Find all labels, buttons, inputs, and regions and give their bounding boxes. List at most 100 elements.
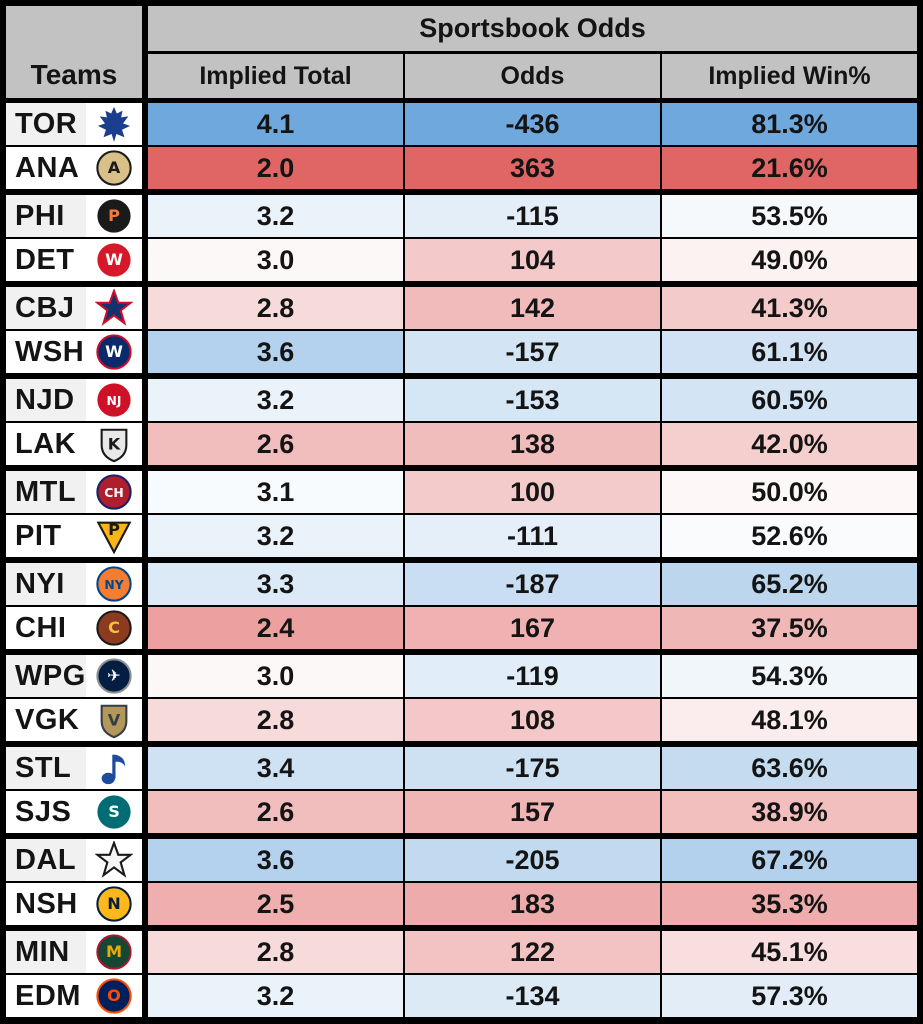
- implied-win-pct-cell: 49.0%: [660, 239, 917, 281]
- team-abbreviation: TOR: [6, 103, 86, 145]
- team-cell: MTL CH: [6, 471, 148, 513]
- team-cell: ANA A: [6, 147, 148, 189]
- svg-text:P: P: [108, 206, 120, 225]
- table-row: MTL CH 3.1 100 50.0%: [6, 471, 917, 515]
- table-row: NYI NY 3.3 -187 65.2%: [6, 563, 917, 607]
- svg-text:C: C: [108, 618, 120, 637]
- implied-total-cell: 3.0: [148, 239, 403, 281]
- team-abbreviation: CHI: [6, 607, 86, 649]
- implied-win-pct-cell: 53.5%: [660, 195, 917, 237]
- odds-cell: 108: [403, 699, 660, 741]
- table-row: WPG ✈ 3.0 -119 54.3%: [6, 655, 917, 699]
- implied-win-pct-cell: 37.5%: [660, 607, 917, 649]
- table-row: PIT P 3.2 -111 52.6%: [6, 515, 917, 557]
- svg-text:S: S: [108, 802, 120, 821]
- team-cell: EDM O: [6, 975, 148, 1017]
- team-cell: STL: [6, 747, 148, 789]
- table-row: DET W 3.0 104 49.0%: [6, 239, 917, 281]
- cbj-logo-icon: [86, 287, 142, 329]
- implied-total-cell: 3.4: [148, 747, 403, 789]
- team-cell: VGK V: [6, 699, 148, 741]
- implied-win-pct-cell: 60.5%: [660, 379, 917, 421]
- table-row: SJS S 2.6 157 38.9%: [6, 791, 917, 833]
- team-cell: SJS S: [6, 791, 148, 833]
- team-cell: CBJ: [6, 287, 148, 329]
- table-row: VGK V 2.8 108 48.1%: [6, 699, 917, 741]
- odds-cell: 363: [403, 147, 660, 189]
- team-abbreviation: PIT: [6, 515, 86, 557]
- odds-cell: 100: [403, 471, 660, 513]
- team-cell: TOR: [6, 103, 148, 145]
- table-row: ANA A 2.0 363 21.6%: [6, 147, 917, 189]
- wsh-logo-icon: W: [86, 331, 142, 373]
- svg-text:M: M: [106, 942, 122, 961]
- column-header-implied-win-pct: Implied Win%: [660, 54, 917, 98]
- implied-total-cell: 2.8: [148, 287, 403, 329]
- implied-total-cell: 3.2: [148, 975, 403, 1017]
- implied-total-cell: 3.2: [148, 515, 403, 557]
- implied-win-pct-cell: 48.1%: [660, 699, 917, 741]
- team-abbreviation: MIN: [6, 931, 86, 973]
- table-row: WSH W 3.6 -157 61.1%: [6, 331, 917, 373]
- game-pair: PHI P 3.2 -115 53.5% DET W 3.0 104 49.0%: [6, 195, 917, 287]
- svg-text:NJ: NJ: [107, 394, 122, 408]
- implied-total-cell: 3.0: [148, 655, 403, 697]
- team-cell: DAL: [6, 839, 148, 881]
- table-row: CBJ 2.8 142 41.3%: [6, 287, 917, 331]
- svg-text:O: O: [107, 986, 121, 1005]
- table-row: STL 3.4 -175 63.6%: [6, 747, 917, 791]
- team-abbreviation: ANA: [6, 147, 86, 189]
- odds-cell: 104: [403, 239, 660, 281]
- odds-cell: 142: [403, 287, 660, 329]
- team-abbreviation: SJS: [6, 791, 86, 833]
- implied-win-pct-cell: 54.3%: [660, 655, 917, 697]
- implied-total-cell: 3.6: [148, 331, 403, 373]
- game-pair: CBJ 2.8 142 41.3% WSH W 3.6 -157 61.1%: [6, 287, 917, 379]
- phi-logo-icon: P: [86, 195, 142, 237]
- table-row: NSH N 2.5 183 35.3%: [6, 883, 917, 925]
- min-logo-icon: M: [86, 931, 142, 973]
- implied-total-cell: 3.1: [148, 471, 403, 513]
- nsh-logo-icon: N: [86, 883, 142, 925]
- svg-text:P: P: [108, 520, 120, 539]
- team-abbreviation: DAL: [6, 839, 86, 881]
- odds-cell: -157: [403, 331, 660, 373]
- team-abbreviation: PHI: [6, 195, 86, 237]
- implied-win-pct-cell: 63.6%: [660, 747, 917, 789]
- odds-cell: -111: [403, 515, 660, 557]
- team-cell: NSH N: [6, 883, 148, 925]
- team-cell: LAK K: [6, 423, 148, 465]
- implied-total-cell: 3.6: [148, 839, 403, 881]
- svg-text:NY: NY: [104, 578, 124, 592]
- odds-cell: -175: [403, 747, 660, 789]
- team-abbreviation: WSH: [6, 331, 86, 373]
- odds-cell: -119: [403, 655, 660, 697]
- implied-win-pct-cell: 65.2%: [660, 563, 917, 605]
- implied-total-cell: 3.3: [148, 563, 403, 605]
- svg-text:A: A: [108, 158, 121, 177]
- implied-win-pct-cell: 41.3%: [660, 287, 917, 329]
- wpg-logo-icon: ✈: [86, 655, 142, 697]
- team-abbreviation: DET: [6, 239, 86, 281]
- implied-win-pct-cell: 45.1%: [660, 931, 917, 973]
- implied-win-pct-cell: 50.0%: [660, 471, 917, 513]
- table-title: Sportsbook Odds: [148, 6, 917, 54]
- odds-header-group: Sportsbook Odds Implied Total Odds Impli…: [148, 6, 917, 98]
- mtl-logo-icon: CH: [86, 471, 142, 513]
- nyi-logo-icon: NY: [86, 563, 142, 605]
- table-row: NJD NJ 3.2 -153 60.5%: [6, 379, 917, 423]
- team-abbreviation: CBJ: [6, 287, 86, 329]
- table-row: MIN M 2.8 122 45.1%: [6, 931, 917, 975]
- implied-total-cell: 2.6: [148, 791, 403, 833]
- game-pair: NJD NJ 3.2 -153 60.5% LAK K 2.6 138 42.0%: [6, 379, 917, 471]
- team-cell: PHI P: [6, 195, 148, 237]
- game-pair: TOR 4.1 -436 81.3% ANA A 2.0 363 21.6%: [6, 103, 917, 195]
- pit-logo-icon: P: [86, 515, 142, 557]
- implied-total-cell: 2.0: [148, 147, 403, 189]
- team-cell: DET W: [6, 239, 148, 281]
- odds-cell: 157: [403, 791, 660, 833]
- column-header-odds: Odds: [403, 54, 660, 98]
- team-cell: PIT P: [6, 515, 148, 557]
- implied-win-pct-cell: 57.3%: [660, 975, 917, 1017]
